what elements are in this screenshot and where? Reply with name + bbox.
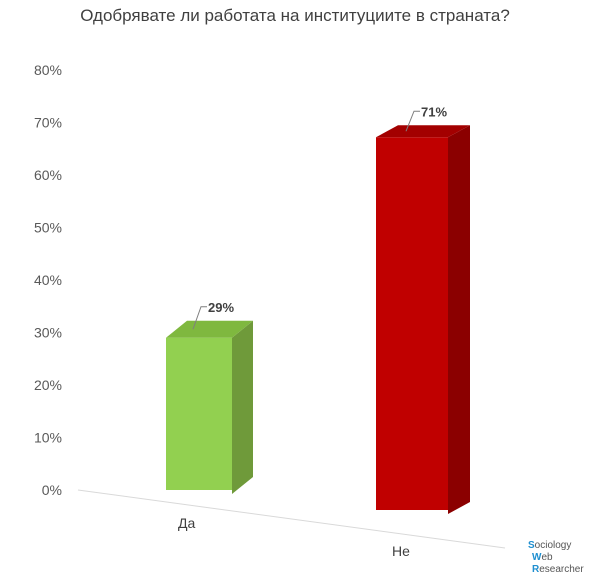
logo-line-1: Sociology	[528, 540, 572, 551]
x-category-label: Да	[178, 515, 195, 531]
logo-line-3: Researcher	[532, 564, 584, 575]
y-tick-label: 60%	[34, 167, 62, 183]
y-tick-label: 0%	[42, 482, 62, 498]
bar-side	[448, 125, 470, 514]
x-category-label: Не	[392, 543, 410, 559]
data-label: 71%	[421, 104, 447, 119]
y-tick-label: 20%	[34, 377, 62, 393]
data-label-leader	[192, 306, 207, 330]
y-tick-label: 30%	[34, 325, 62, 341]
y-tick-label: 70%	[34, 115, 62, 131]
logo-line-2: Web	[532, 552, 553, 563]
y-tick-label: 10%	[34, 430, 62, 446]
y-tick-label: 80%	[34, 62, 62, 78]
bar-Да	[166, 337, 232, 490]
bar-top	[166, 320, 253, 338]
bar-side	[232, 320, 253, 494]
bar-top	[376, 125, 470, 138]
y-tick-label: 50%	[34, 220, 62, 236]
y-tick-label: 40%	[34, 272, 62, 288]
data-label: 29%	[208, 300, 234, 315]
sociology-web-researcher-logo: Sociology Web Researcher	[528, 540, 584, 576]
data-label-leader	[405, 110, 420, 132]
x-axis-line	[77, 489, 506, 549]
chart-title: Одобрявате ли работата на институциите в…	[80, 6, 510, 25]
bar-Не	[376, 137, 448, 510]
